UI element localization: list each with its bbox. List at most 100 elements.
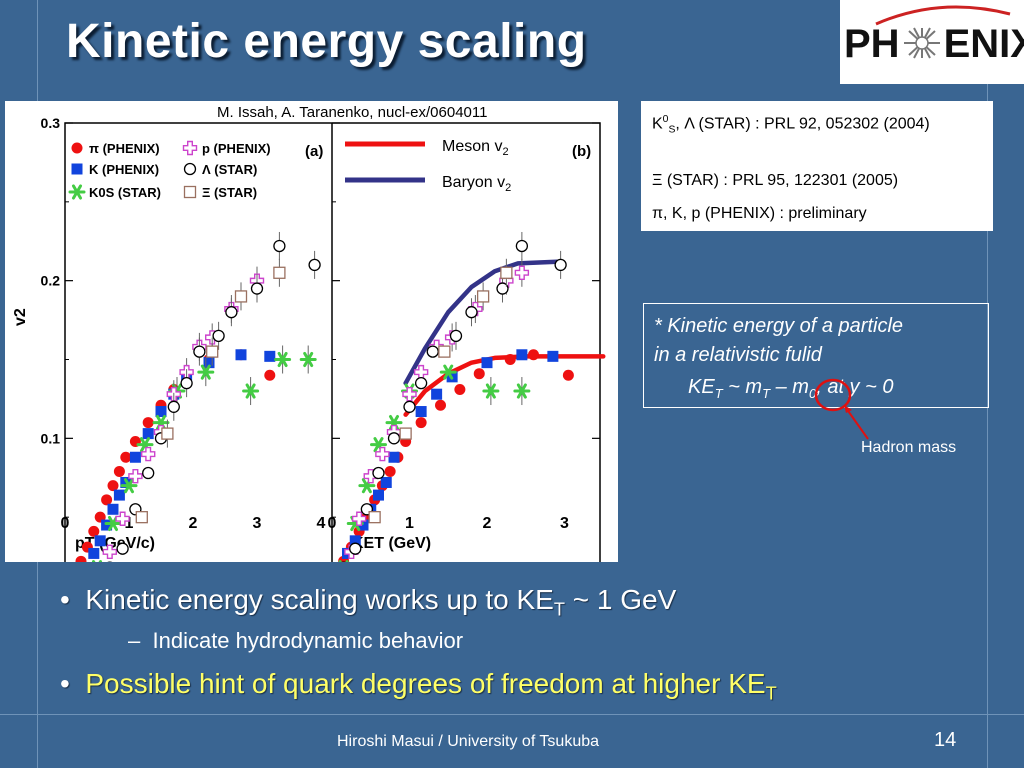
data-point <box>274 351 292 368</box>
data-point <box>212 329 225 343</box>
data-point <box>349 542 362 555</box>
data-point <box>113 489 125 501</box>
x-tick-label: 1 <box>125 515 134 532</box>
data-point <box>75 555 87 567</box>
data-point <box>387 432 401 445</box>
page-number: 14 <box>934 729 957 751</box>
note-line-2: in a relativistic fulid <box>654 344 822 366</box>
data-point <box>197 364 215 380</box>
frame-line-right <box>987 0 988 768</box>
legend-label: Λ (STAR) <box>202 162 257 177</box>
data-point <box>299 351 317 368</box>
sunburst-icon <box>903 27 940 59</box>
data-point <box>435 399 446 411</box>
data-point <box>116 542 129 555</box>
data-point <box>515 239 529 253</box>
data-point <box>115 511 130 526</box>
data-point <box>415 417 427 429</box>
series-square-open <box>368 258 513 524</box>
data-point <box>415 406 427 418</box>
slide-title: Kinetic energy scaling <box>66 15 587 68</box>
data-point <box>562 369 574 381</box>
legend-label: K0S (STAR) <box>89 185 161 200</box>
references-box: K0S, Λ (STAR) : PRL 92, 052302 (2004) Ξ … <box>641 101 993 231</box>
citation-bg <box>205 102 575 120</box>
legend-marker <box>71 142 83 154</box>
data-point <box>465 306 478 319</box>
x-tick-label: 0 <box>61 515 70 532</box>
data-point <box>308 258 321 272</box>
legend-label-meson: Meson v2 <box>442 138 509 158</box>
phenix-logo: PH ENIX <box>840 0 1024 84</box>
x-tick-label: 1 <box>405 515 414 532</box>
data-point <box>101 494 113 506</box>
legend-label: Ξ (STAR) <box>202 185 257 200</box>
data-point <box>120 451 132 463</box>
series-star <box>78 345 317 591</box>
data-point <box>102 544 117 560</box>
note-line-1: * Kinetic energy of a particle <box>654 315 904 337</box>
data-point <box>547 350 559 362</box>
data-point <box>273 266 286 279</box>
data-point <box>482 383 500 399</box>
data-point <box>380 476 392 488</box>
data-point <box>473 368 485 380</box>
data-point <box>273 239 286 253</box>
y-tick-label: 0.3 <box>41 115 61 131</box>
legend-label: K (PHENIX) <box>89 162 159 177</box>
x-tick-label: 3 <box>253 515 262 532</box>
x-tick-label: 4 <box>317 515 326 532</box>
data-point <box>399 427 412 440</box>
legend-marker <box>183 185 197 199</box>
data-point <box>104 515 122 532</box>
logo-text-left: PH <box>844 22 900 66</box>
data-point <box>476 290 490 303</box>
data-point <box>349 535 361 547</box>
data-point <box>242 383 260 399</box>
bullet-2: • Possible hint of quark degrees of free… <box>60 668 777 704</box>
data-point <box>180 376 193 390</box>
legend-label-baryon: Baryon v2 <box>442 174 511 194</box>
data-point <box>516 349 528 361</box>
mass-circle <box>814 378 852 412</box>
data-point <box>193 345 206 358</box>
panel-label: (b) <box>572 143 591 160</box>
data-point <box>351 511 367 526</box>
x-tick-label: 3 <box>560 515 569 532</box>
legend-marker <box>183 162 197 176</box>
data-point <box>402 386 417 402</box>
data-point <box>120 478 138 494</box>
data-point <box>88 547 100 559</box>
data-point <box>94 535 106 547</box>
citation-text: M. Issah, A. Taranenko, nucl-ex/0604011 <box>217 104 487 121</box>
data-point <box>234 290 248 303</box>
data-point <box>431 388 443 400</box>
data-point <box>141 446 156 462</box>
data-point <box>206 345 219 358</box>
data-point <box>167 400 180 413</box>
data-point <box>414 376 428 390</box>
reference-phenix: π, K, p (PHENIX) : preliminary <box>652 205 867 222</box>
data-point <box>426 345 439 358</box>
data-point <box>161 427 174 440</box>
data-point <box>373 489 384 501</box>
legend-marker <box>182 140 198 156</box>
y-tick-label: 0.1 <box>41 430 61 446</box>
data-point <box>439 364 457 380</box>
data-point <box>358 478 376 494</box>
data-point <box>235 349 247 361</box>
reference-xi: Ξ (STAR) : PRL 95, 122301 (2005) <box>652 172 899 189</box>
data-point <box>368 511 381 524</box>
logo-text-right: ENIX <box>943 22 1024 66</box>
series-circle-open <box>103 231 321 574</box>
data-point <box>101 519 113 531</box>
callout-arrow <box>845 407 869 440</box>
series-square-open <box>135 258 286 524</box>
data-point <box>142 466 155 480</box>
legend-sub: 2 <box>502 146 508 158</box>
data-point <box>449 329 463 343</box>
panel-label: (a) <box>305 143 323 160</box>
data-point <box>142 428 154 440</box>
